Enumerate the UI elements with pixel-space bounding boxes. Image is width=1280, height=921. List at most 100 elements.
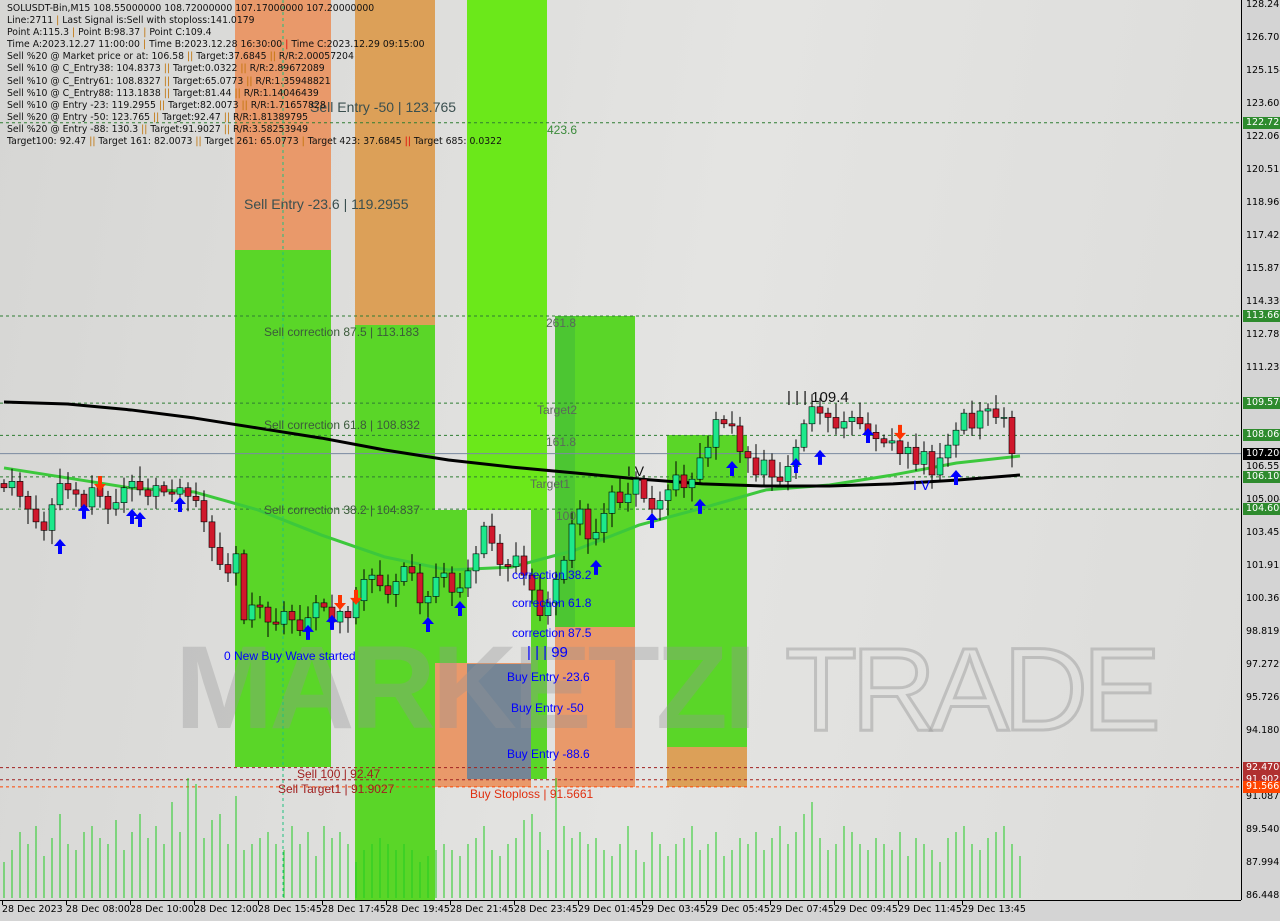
info-panel: SOLUSDT-Bin,M15 108.55000000 108.7200000… — [7, 3, 502, 148]
time-tick: 29 Dec 01:45 — [578, 901, 642, 915]
buy-arrow-icon — [726, 460, 738, 476]
sell-correction-875-label: Sell correction 87.5 | 113.183 — [264, 325, 419, 339]
buy-arrow-icon — [454, 601, 466, 617]
info-target: Target 161: 82.0073 — [98, 136, 193, 148]
bullish-candle — [552, 579, 560, 604]
time-axis[interactable]: 28 Dec 2023 28 Dec 08:00 28 Dec 10:00 28 De… — [0, 900, 1241, 921]
fib-161-label: 161.8 — [546, 435, 577, 449]
buy-arrow-icon — [78, 503, 90, 519]
bullish-candle — [784, 466, 792, 482]
bearish-candle — [1008, 417, 1016, 454]
price-tick: 91.0873 — [1246, 791, 1280, 802]
sell-zone-top-2 — [355, 0, 435, 325]
time-tick: 29 Dec 13:45 — [962, 901, 1026, 915]
info-point-a: Point A:115.3 — [7, 27, 69, 39]
sell-arrow-icon — [334, 595, 346, 611]
bearish-candle — [264, 606, 272, 623]
price-level-badge: 122.721 — [1243, 116, 1280, 129]
correction-875-label: correction 87.5 — [512, 626, 592, 640]
entry-target: Target:81.44 — [172, 87, 232, 99]
bearish-candle — [184, 487, 192, 497]
bearish-candle — [496, 542, 504, 565]
price-tick: 106.551 — [1246, 461, 1280, 472]
bearish-candle — [64, 483, 72, 491]
bullish-candle — [512, 555, 520, 567]
bullish-candle — [248, 604, 256, 621]
bullish-candle — [888, 440, 896, 444]
price-level-badge: 108.060 — [1243, 429, 1280, 442]
time-tick: 28 Dec 17:45 — [322, 901, 386, 915]
bullish-candle — [568, 523, 576, 561]
price-level-badge: 91.5661 — [1243, 780, 1280, 793]
bearish-candle — [416, 572, 424, 604]
bearish-candle — [240, 553, 248, 621]
bullish-candle — [712, 419, 720, 448]
bullish-candle — [904, 446, 912, 454]
bullish-candle — [696, 457, 704, 480]
wave-b-label: | | | 99 — [527, 644, 568, 661]
bearish-candle — [72, 489, 80, 495]
bearish-candle — [272, 621, 280, 625]
fib-423-label: 423.6 — [547, 123, 578, 137]
info-entry: Sell %10 @ C_Entry88: 113.1838 || Target… — [7, 87, 319, 99]
sell-arrow-icon — [350, 589, 362, 605]
watermark-logo-trade: TRADE — [784, 623, 1163, 758]
time-tick: 28 Dec 21:45 — [450, 901, 514, 915]
price-level-badge: 107.200 — [1243, 447, 1280, 460]
bearish-candle — [648, 498, 656, 510]
bearish-candle — [288, 611, 296, 621]
bearish-candle — [824, 412, 832, 418]
entry-rr: R/R:1.35948821 — [255, 75, 331, 87]
bullish-candle — [608, 491, 616, 514]
bullish-candle — [312, 602, 320, 619]
bullish-candle — [360, 579, 368, 602]
bearish-candle — [528, 574, 536, 591]
time-tick: 28 Dec 15:45 — [258, 901, 322, 915]
price-tick: 117.422 — [1246, 230, 1280, 241]
price-tick: 126.701 — [1246, 32, 1280, 43]
time-tick: 29 Dec 05:45 — [706, 901, 770, 915]
bullish-candle — [480, 525, 488, 555]
info-symbol: SOLUSDT-Bin,M15 108.55000000 108.7200000… — [7, 3, 375, 14]
bearish-candle — [816, 406, 824, 414]
correction-618-label: correction 61.8 — [512, 596, 592, 610]
buy-arrow-icon — [126, 508, 138, 524]
bullish-candle — [920, 451, 928, 465]
price-tick: 118.969 — [1246, 197, 1280, 208]
buy-arrow-icon — [950, 469, 962, 485]
bearish-candle — [504, 564, 512, 567]
entry-text: Sell %10 @ C_Entry38: 104.8373 — [7, 63, 161, 75]
price-tick: 111.237 — [1246, 362, 1280, 373]
fib-100-label: 100 — [556, 509, 577, 523]
bearish-candle — [192, 495, 200, 501]
price-chart[interactable]: MARKETZI TRADE SOLUSDT-Bin,M15 108.55000… — [0, 0, 1242, 900]
entry-rr: R/R:2.00057204 — [278, 51, 354, 63]
info-line2: Line:2711 | Last Signal is:Sell with sto… — [7, 15, 255, 27]
wave-iv-label-2: I V — [913, 477, 931, 493]
bullish-candle — [88, 487, 96, 508]
bullish-candle — [760, 459, 768, 476]
bearish-candle — [24, 495, 32, 510]
sell-100-label: Sell 100 | 92.47 — [297, 767, 381, 781]
price-tick: 100.365 — [1246, 593, 1280, 604]
price-tick: 101.912 — [1246, 560, 1280, 571]
bearish-candle — [928, 451, 936, 476]
time-tick: 28 Dec 2023 — [2, 901, 63, 915]
entry-rr: R/R:1.81389795 — [232, 111, 309, 123]
info-target: Target 261: 65.0773 — [204, 136, 299, 148]
price-axis[interactable]: 128.247 126.701 125.154 123.608 122.062 120.5… — [1242, 0, 1280, 901]
bullish-candle — [400, 566, 408, 582]
bullish-candle — [392, 581, 400, 595]
bullish-candle — [600, 513, 608, 533]
bearish-candle — [224, 564, 232, 574]
entry-target: Target:92.47 — [162, 111, 221, 123]
bearish-candle — [896, 440, 904, 454]
price-level-badge: 92.4700 — [1243, 761, 1280, 774]
bullish-candle — [576, 508, 584, 525]
buy-arrow-icon — [814, 449, 826, 465]
price-tick: 123.608 — [1246, 98, 1280, 109]
bullish-candle — [120, 487, 128, 503]
time-tick: 29 Dec 03:45 — [642, 901, 706, 915]
